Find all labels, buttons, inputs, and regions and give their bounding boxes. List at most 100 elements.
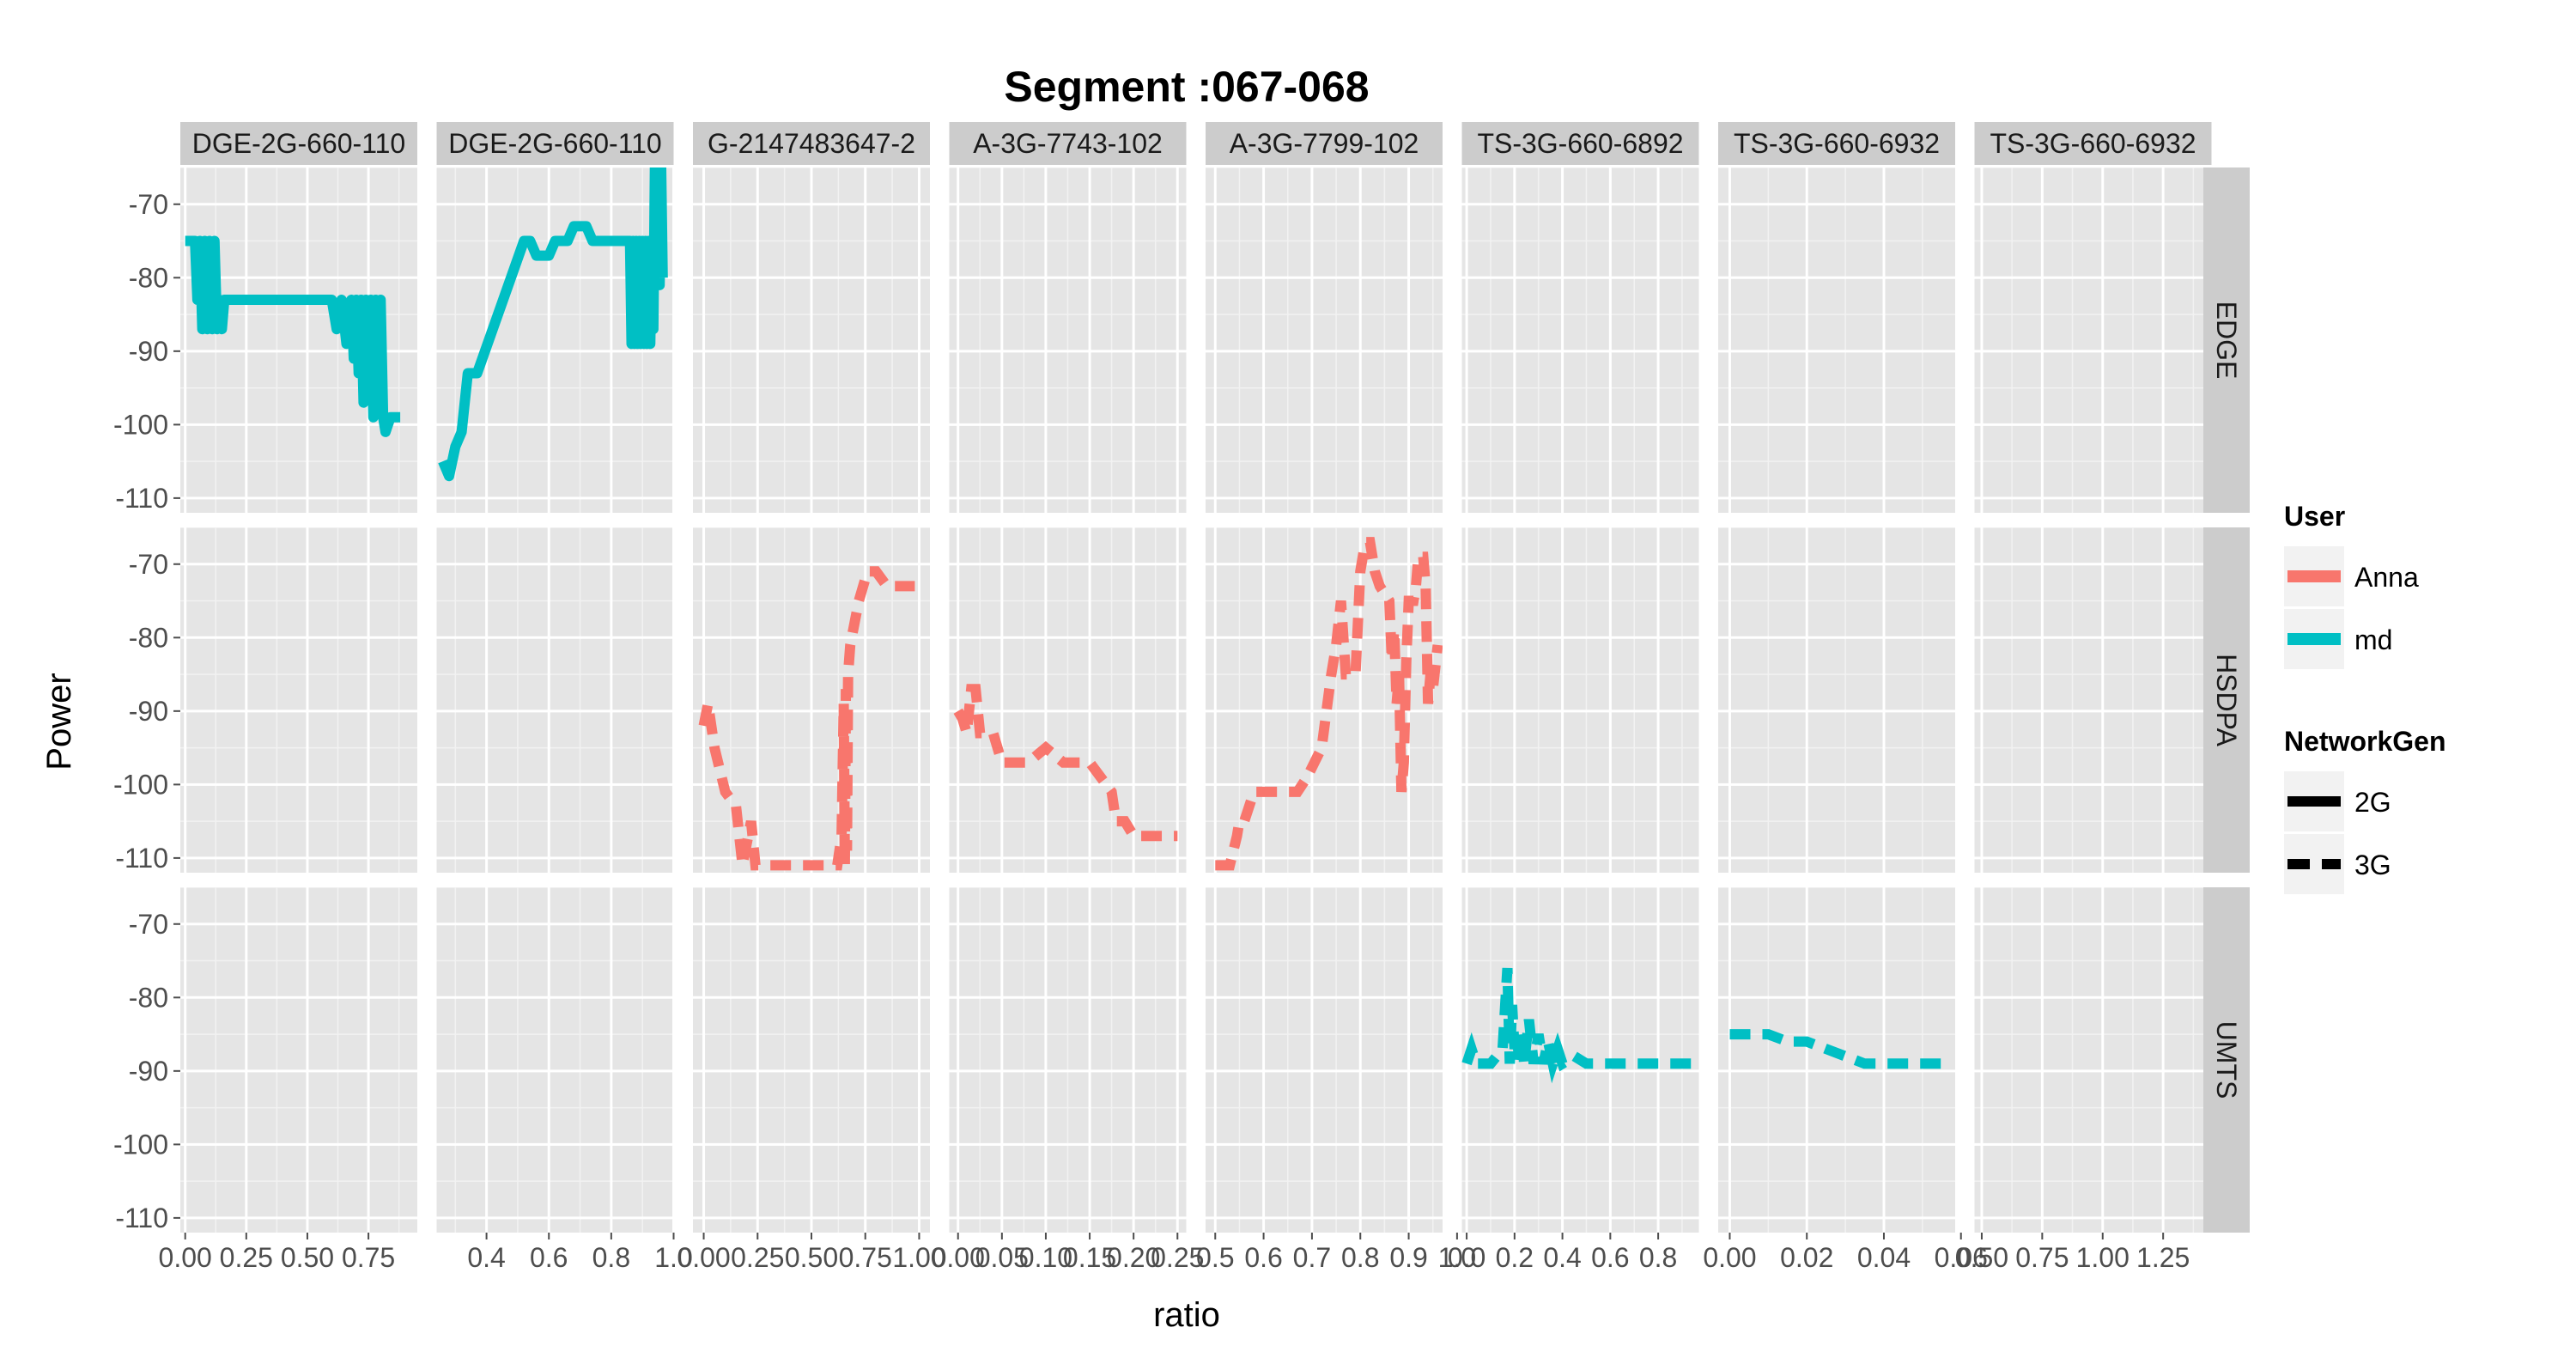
column-strip: DGE-2G-660-110 [436, 122, 674, 165]
y-tick-label: -90 [129, 696, 168, 727]
panel-background [1206, 167, 1443, 513]
x-tick-label: 0.8 [592, 1242, 630, 1273]
strip-background [180, 122, 417, 165]
facet-panel [436, 527, 674, 873]
x-axis-label: ratio [1153, 1296, 1220, 1334]
column-strip: G-2147483647-2 [693, 122, 930, 165]
panel-background [1718, 887, 1955, 1233]
x-tick-label: 0.50 [1955, 1242, 2008, 1273]
column-strip: DGE-2G-660-110 [180, 122, 417, 165]
x-tick-label: 0.75 [839, 1242, 892, 1273]
y-tick-label: -80 [129, 262, 168, 293]
x-tick-label: 0.4 [1543, 1242, 1581, 1273]
facet-panel [693, 527, 930, 873]
strip-background [1206, 122, 1443, 165]
x-tick-label: 0.4 [467, 1242, 505, 1273]
column-strip-label: A-3G-7799-102 [1230, 128, 1419, 159]
panel-background [180, 527, 417, 873]
x-tick-label: 0.05 [975, 1242, 1029, 1273]
y-tick-label: -100 [113, 409, 168, 440]
x-tick-label: 0.8 [1639, 1242, 1677, 1273]
x-tick-label: 0.15 [1063, 1242, 1116, 1273]
facet-panel [1718, 167, 1955, 513]
facet-panel [949, 527, 1187, 873]
row-strip: HSDPA [2203, 527, 2250, 873]
facet-panel [1206, 887, 1443, 1233]
facet-panel [1206, 527, 1443, 873]
row-strip: UMTS [2203, 887, 2250, 1233]
facet-panel [1206, 167, 1443, 513]
panel-background [180, 887, 417, 1233]
x-tick-label: 1.00 [892, 1242, 945, 1273]
facet-panel [180, 527, 417, 873]
facet-panel [436, 887, 674, 1233]
panel-background [1974, 167, 2212, 513]
facet-panel [1974, 887, 2212, 1233]
series-line-md-3g [1729, 1029, 1942, 1069]
strip-background [1461, 122, 1699, 165]
panel-background [1206, 887, 1443, 1233]
x-tick-label: 0.50 [785, 1242, 838, 1273]
series-line-anna-3g [1215, 537, 1443, 871]
row-strip-label: HSDPA [2211, 654, 2242, 747]
y-tick-label: -100 [113, 769, 168, 800]
facet-panel [949, 887, 1187, 1233]
x-tick-label: 0.06 [1935, 1242, 1988, 1273]
x-tick-label: 0.7 [1293, 1242, 1331, 1273]
x-tick-label: 1.0 [1438, 1242, 1476, 1273]
y-tick-label: -70 [129, 549, 168, 580]
panel-background [436, 527, 674, 873]
panel-background [436, 887, 674, 1233]
facet-panel [1718, 527, 1955, 873]
x-tick-label: 0.25 [731, 1242, 784, 1273]
facet-panels [180, 167, 2212, 1233]
column-strip: TS-3G-660-6892 [1461, 122, 1699, 165]
facet-panel [436, 167, 674, 513]
column-strip-label: DGE-2G-660-110 [192, 128, 405, 159]
y-tick-label: -90 [129, 1056, 168, 1087]
y-tick-label: -70 [129, 909, 168, 940]
facet-panel [1461, 167, 1699, 513]
legend-label-2g: 2G [2354, 787, 2391, 818]
column-strip: TS-3G-660-6932 [1974, 122, 2212, 165]
x-tick-label: 0.25 [1151, 1242, 1204, 1273]
legend-label-3g: 3G [2354, 850, 2391, 880]
facet-panel [1461, 527, 1699, 873]
facet-strips: DGE-2G-660-110 DGE-2G-660-110 G-2147483647… [180, 122, 2250, 1233]
column-strip-label: DGE-2G-660-110 [448, 128, 661, 159]
facet-panel [693, 167, 930, 513]
x-tick-label: 0.6 [1244, 1242, 1282, 1273]
series-line-anna-3g [953, 684, 1178, 842]
column-strip-label: G-2147483647-2 [708, 128, 915, 159]
x-tick-label: 0.6 [1591, 1242, 1629, 1273]
x-tick-label: 0.00 [159, 1242, 212, 1273]
series-line-md-2g [438, 167, 668, 482]
column-strip: A-3G-7743-102 [949, 122, 1187, 165]
panel-background [1718, 167, 1955, 513]
facet-panel [1974, 527, 2212, 873]
panel-background [1974, 887, 2212, 1233]
strip-background [1974, 122, 2212, 165]
x-tick-label: 0.5 [1196, 1242, 1234, 1273]
series-line-md-2g [185, 235, 401, 437]
strip-background [2203, 167, 2250, 513]
x-tick-label: 0.9 [1389, 1242, 1427, 1273]
y-tick-label: -110 [115, 483, 168, 514]
x-tick-label: 0.04 [1857, 1242, 1911, 1273]
facet-panel [949, 167, 1187, 513]
strip-background [1718, 122, 1955, 165]
x-tick-label: 0.02 [1780, 1242, 1833, 1273]
y-tick-label: -110 [115, 843, 168, 874]
x-tick-label: 0.20 [1107, 1242, 1160, 1273]
chart-title: Segment :067-068 [1004, 63, 1369, 111]
y-axis-label: Power [40, 673, 78, 770]
facet-panel [180, 887, 417, 1233]
column-strip-label: TS-3G-660-6932 [1734, 128, 1940, 159]
legend-title-networkgen: NetworkGen [2284, 726, 2445, 757]
panel-background [1974, 527, 2212, 873]
strip-background [436, 122, 674, 165]
strip-background [949, 122, 1187, 165]
x-tick-label: 1.25 [2136, 1242, 2190, 1273]
x-tick-label: 1.00 [2076, 1242, 2129, 1273]
